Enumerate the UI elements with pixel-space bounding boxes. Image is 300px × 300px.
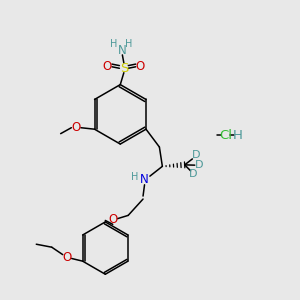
- Text: H: H: [233, 129, 243, 142]
- Text: O: O: [63, 251, 72, 264]
- Text: Cl: Cl: [219, 129, 232, 142]
- Text: N: N: [118, 44, 127, 57]
- Text: N: N: [140, 173, 149, 186]
- Text: O: O: [103, 60, 112, 73]
- Text: H: H: [110, 39, 118, 49]
- Text: O: O: [71, 121, 81, 134]
- Text: H: H: [131, 172, 139, 182]
- Text: S: S: [120, 62, 128, 75]
- Text: O: O: [136, 60, 145, 73]
- Text: H: H: [125, 39, 133, 49]
- Text: D: D: [195, 160, 203, 170]
- Text: D: D: [192, 150, 200, 160]
- Text: O: O: [108, 213, 117, 226]
- Text: D: D: [189, 169, 197, 179]
